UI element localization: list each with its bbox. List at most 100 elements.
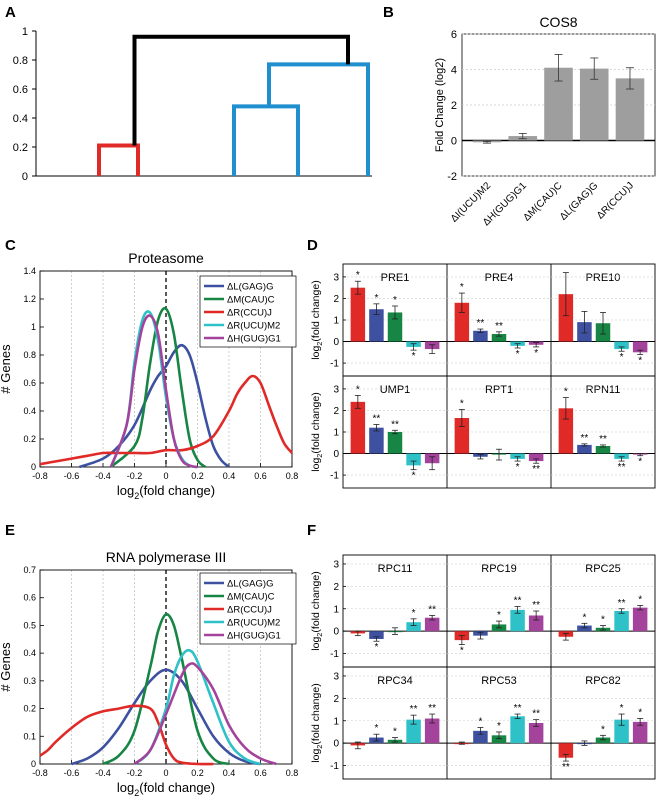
bar (510, 453, 525, 459)
significance-marker: * (516, 462, 520, 473)
subplot-title: UMP1 (380, 384, 411, 396)
significance-marker: * (638, 708, 642, 719)
series-line (78, 343, 230, 469)
subplot-title: PRE4 (485, 272, 514, 284)
y-tick-label: -1 (330, 471, 339, 482)
dendrogram-link-root (132, 34, 350, 146)
chart-title: RNA polymerase III (106, 549, 227, 565)
series-line (133, 662, 277, 766)
dendrogram-link-red (97, 143, 140, 176)
y-tick-label: 0.2 (23, 704, 36, 714)
subplot-title: RPN11 (586, 384, 621, 396)
legend-label: ΔH(GUG)G1 (227, 631, 281, 642)
x-tick-label: -0.8 (32, 471, 48, 481)
panel-c-density-chart: Proteasome -0.8 -0.6 -0.4 -0.2 0 0.2 0.4 0.6 0.8 0… (0, 250, 298, 501)
x-tick-label: -0.2 (127, 768, 143, 778)
significance-marker: ** (581, 433, 589, 444)
x-tick-label: -0.2 (127, 471, 143, 481)
significance-marker: * (534, 348, 538, 359)
series-line (102, 612, 230, 766)
y-tick-label: 0.6 (13, 84, 28, 96)
bar (424, 718, 440, 744)
y-tick-label: -2 (447, 171, 457, 183)
x-axis-label: log2(fold change) (117, 483, 215, 501)
bar (369, 631, 384, 639)
significance-marker: * (620, 703, 624, 714)
y-tick-label: 1 (333, 604, 339, 615)
y-axis-label: log2(fold change) (310, 280, 324, 359)
y-tick-label: 0 (22, 171, 28, 183)
legend-label: ΔR(UCU)M2 (227, 321, 280, 332)
y-tick-label: 2 (333, 406, 339, 417)
y-tick-label: 3 (333, 671, 339, 682)
legend-label: ΔR(CCU)J (227, 308, 272, 319)
legend-label: ΔH(GUG)G1 (227, 334, 281, 345)
y-tick-label: 3 (333, 559, 339, 570)
dendrogram-link-blue-outer (267, 62, 370, 176)
bar (369, 309, 384, 342)
y-tick-label: -1 (330, 649, 339, 660)
bar (387, 312, 403, 342)
bar (473, 330, 488, 342)
y-tick-label: 3 (333, 384, 339, 395)
panel-letter-c: C (5, 237, 16, 254)
legend-label: ΔM(CAU)C (227, 295, 275, 306)
bar (406, 719, 421, 744)
bar (558, 408, 574, 454)
x-tick-label: 0 (163, 768, 168, 778)
bar (491, 735, 507, 744)
panel-letter-a: A (5, 4, 16, 21)
significance-marker: * (393, 727, 397, 738)
bar (350, 287, 366, 342)
x-tick-label: ΔR(CCU)J (595, 180, 636, 221)
significance-marker: * (564, 387, 568, 398)
subplot-title: RPC19 (481, 563, 516, 575)
y-tick-label: 2 (333, 694, 339, 705)
significance-marker: ** (532, 464, 540, 475)
significance-marker: * (497, 721, 501, 732)
significance-marker: ** (373, 413, 381, 424)
significance-marker: * (620, 352, 624, 363)
significance-marker: ** (477, 318, 485, 329)
significance-marker: * (412, 351, 416, 362)
y-tick-label: 0.6 (23, 378, 36, 388)
x-tick-label: 0.6 (254, 471, 267, 481)
y-tick-label: 2 (333, 294, 339, 305)
significance-marker: * (638, 457, 642, 468)
bar (350, 401, 366, 454)
y-tick-label: 0 (333, 449, 339, 460)
x-tick-label: ΔM(CAU)C (521, 180, 564, 223)
subplot-title: PRE1 (381, 272, 410, 284)
legend-label: ΔL(GAG)G (227, 282, 273, 293)
bar (595, 446, 611, 454)
y-tick-label: 0 (31, 759, 36, 769)
significance-marker: * (393, 295, 397, 306)
y-tick-label: 2 (451, 100, 457, 112)
significance-marker: ** (428, 703, 436, 714)
x-tick-label: 0.8 (286, 471, 299, 481)
y-tick-label: 3 (333, 272, 339, 283)
significance-marker: ** (599, 434, 607, 445)
significance-marker: ** (532, 600, 540, 611)
significance-marker: * (516, 349, 520, 360)
y-tick-label: 0.7 (23, 565, 36, 575)
y-tick-label: 0.6 (23, 593, 36, 603)
x-tick-label: 0 (163, 471, 168, 481)
chart-title: COS8 (539, 14, 577, 30)
y-tick-label: 1 (333, 428, 339, 439)
legend-label: ΔL(GAG)G (227, 579, 273, 590)
bar (558, 743, 574, 758)
significance-marker: ** (391, 419, 399, 430)
y-tick-label: 0.4 (23, 648, 36, 658)
subplot-title: RPC11 (378, 563, 413, 575)
legend-label: ΔM(CAU)C (227, 592, 275, 603)
significance-marker: ** (618, 462, 626, 473)
y-axis-label: log2(fold change) (310, 683, 324, 762)
significance-marker: ** (618, 598, 626, 609)
bar (528, 453, 544, 462)
bar (632, 721, 648, 744)
panel-letter-d: D (307, 237, 318, 254)
